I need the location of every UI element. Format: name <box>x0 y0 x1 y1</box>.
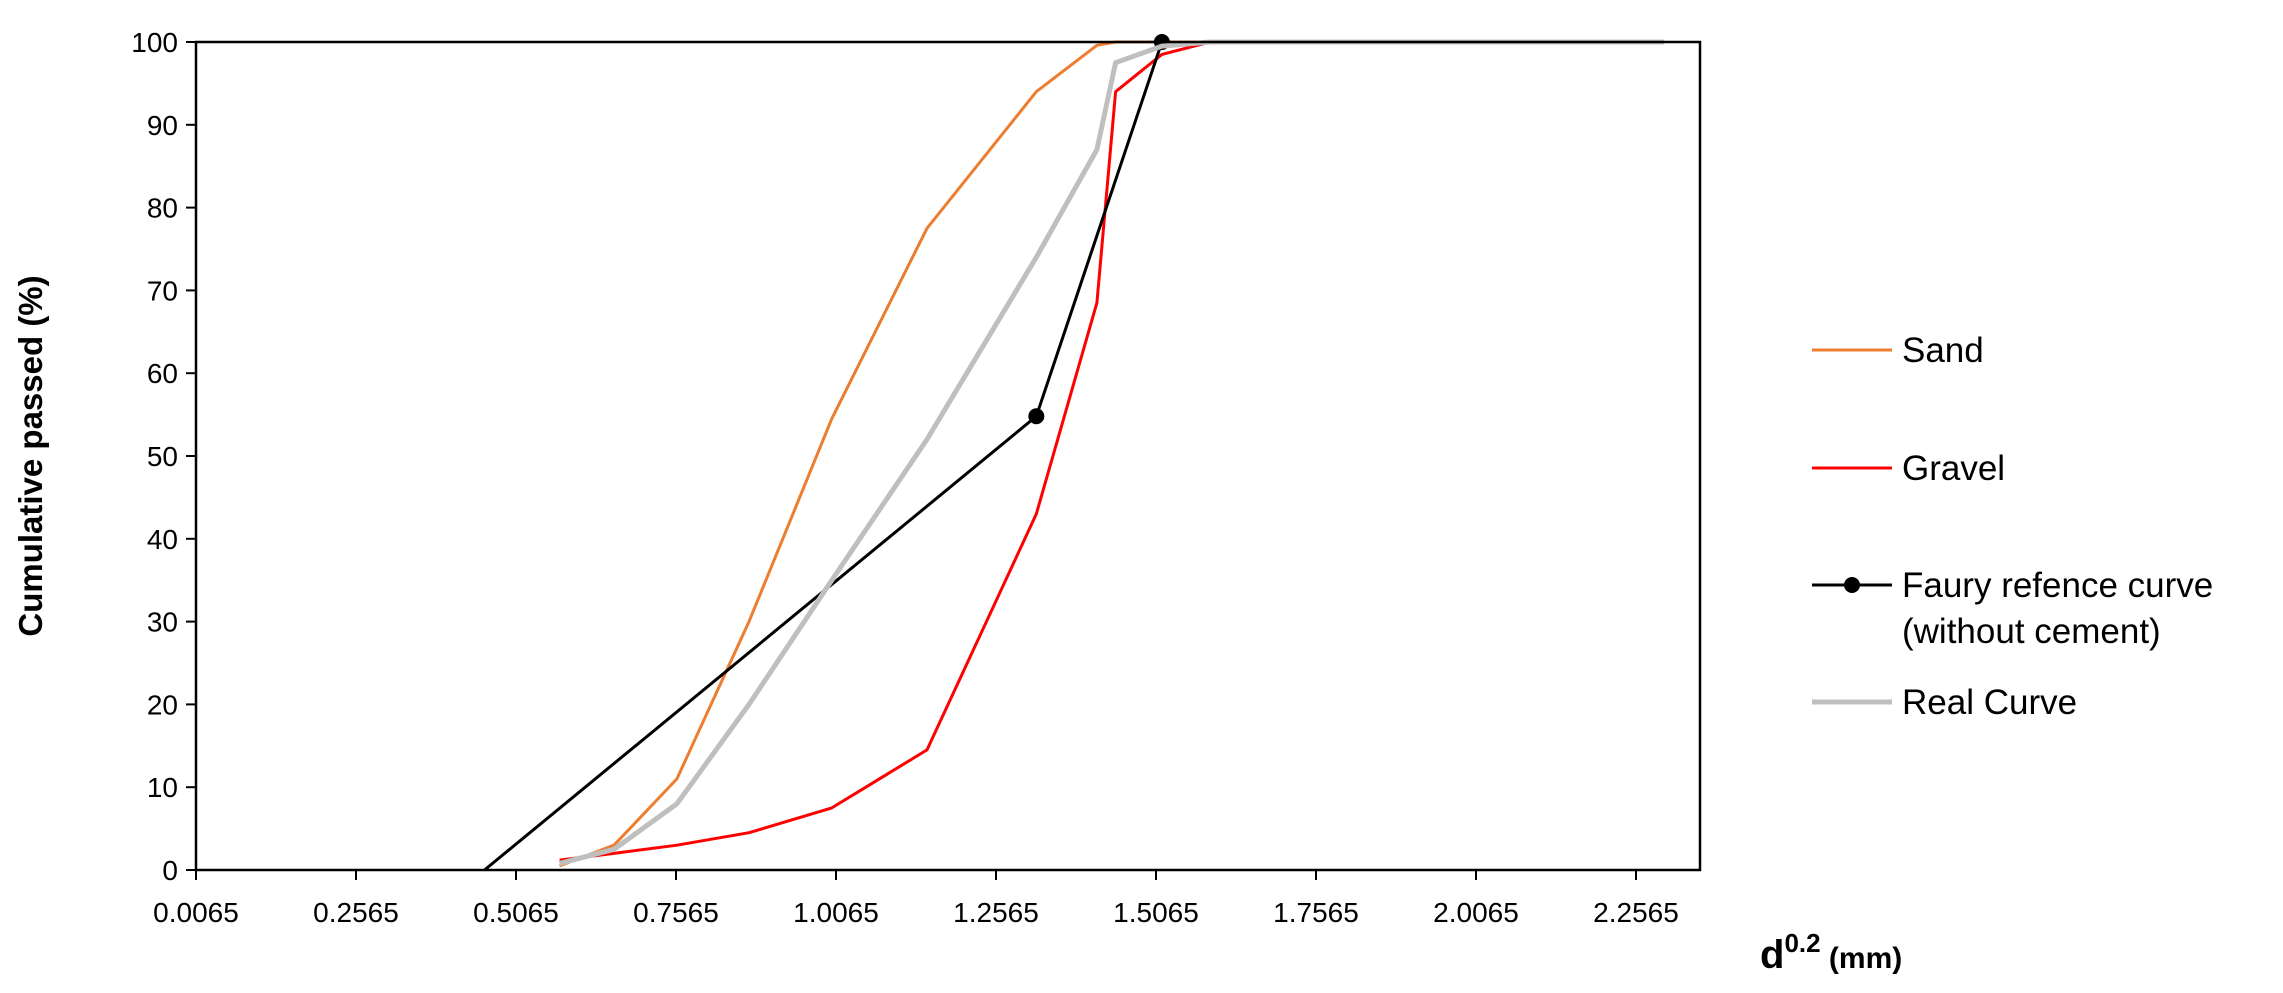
legend-label-gravel: Gravel <box>1902 449 2005 488</box>
y-tick-label: 20 <box>147 689 178 720</box>
legend-label-real-curve: Real Curve <box>1902 683 2077 722</box>
y-tick-label: 60 <box>147 358 178 389</box>
x-axis-label: d0.2 (mm) <box>1760 928 1902 977</box>
x-tick-label: 1.5065 <box>1113 897 1199 928</box>
y-tick-label: 50 <box>147 441 178 472</box>
x-tick-label: 0.5065 <box>473 897 559 928</box>
x-tick-label: 1.0065 <box>793 897 879 928</box>
y-tick-label: 0 <box>162 855 178 886</box>
x-axis-label-base: d <box>1760 933 1784 977</box>
y-tick-label: 10 <box>147 772 178 803</box>
legend: Sand Gravel Faury refence curve (without ce… <box>1812 331 2213 722</box>
legend-label-faury-refence-curve: Faury refence curve (without cement) <box>1902 566 2213 651</box>
legend-marker-faury-refence-curve <box>1844 577 1860 593</box>
x-tick-label: 1.7565 <box>1273 897 1359 928</box>
x-tick-label: 2.2565 <box>1593 897 1679 928</box>
y-tick-label: 80 <box>147 193 178 224</box>
x-tick-label: 0.2565 <box>313 897 399 928</box>
series-point-faury-refence-curve <box>1028 408 1045 425</box>
y-tick-label: 30 <box>147 607 178 638</box>
y-tick-label: 90 <box>147 110 178 141</box>
y-tick-label: 70 <box>147 275 178 306</box>
legend-label-sand: Sand <box>1902 331 1984 370</box>
x-axis: 0.0065 0.2565 0.5065 0.7565 1.0065 1.2565 1.50… <box>153 870 1679 928</box>
x-tick-label: 0.0065 <box>153 897 239 928</box>
x-axis-label-unit: (mm) <box>1821 942 1903 975</box>
y-tick-label: 40 <box>147 524 178 555</box>
x-tick-label: 2.0065 <box>1433 897 1519 928</box>
y-axis: 0 10 20 30 40 50 60 70 80 90 100 <box>131 27 196 886</box>
x-tick-label: 0.7565 <box>633 897 719 928</box>
x-axis-label-superscript: 0.2 <box>1784 928 1820 958</box>
series-line-real-curve <box>558 39 1664 866</box>
y-tick-label: 100 <box>131 27 178 58</box>
y-axis-label: Cumulative passed (%) <box>12 275 49 636</box>
x-tick-label: 1.2565 <box>953 897 1039 928</box>
series-line-gravel <box>559 40 1664 862</box>
